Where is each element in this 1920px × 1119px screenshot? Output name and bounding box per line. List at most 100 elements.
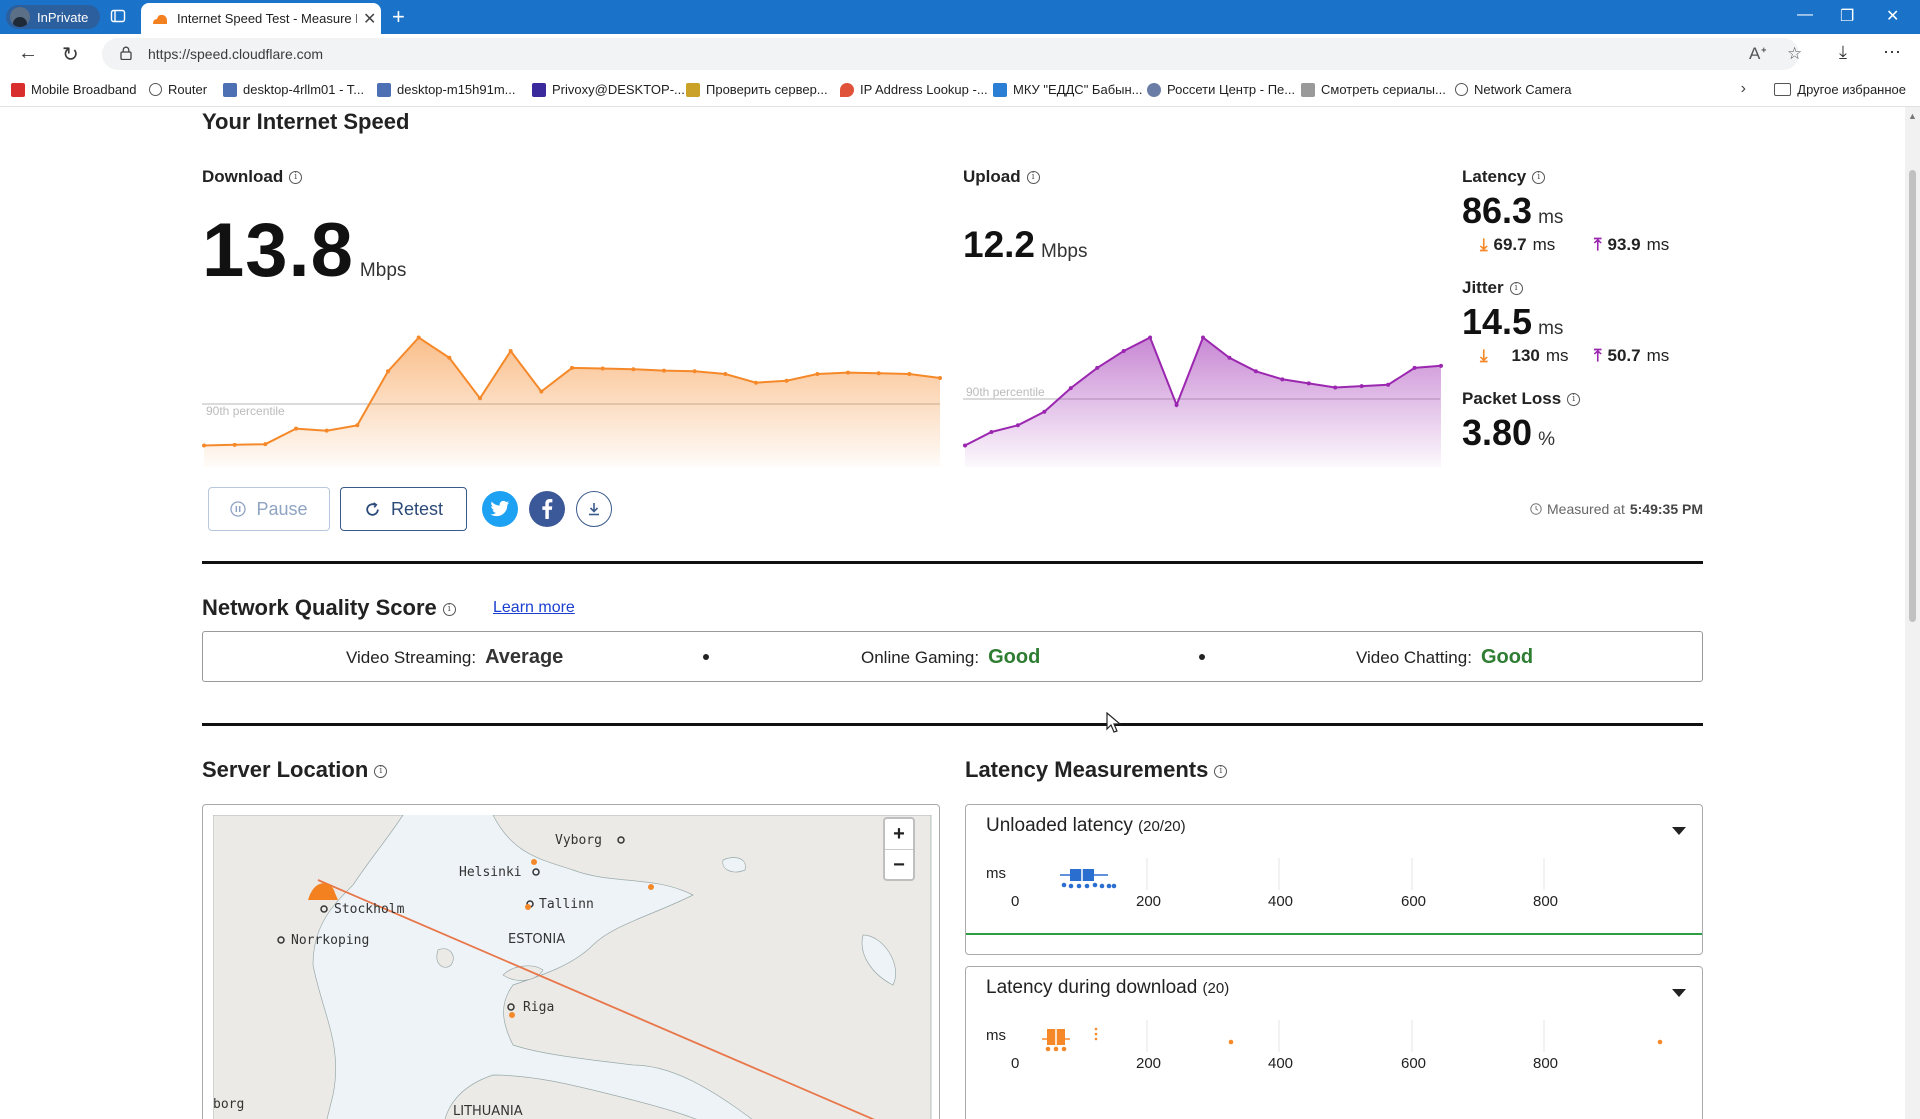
facebook-share-button[interactable] — [529, 491, 565, 527]
scroll-up-icon[interactable]: ▲ — [1908, 111, 1917, 121]
close-window-icon[interactable]: ✕ — [1886, 8, 1900, 25]
server-location-heading: Server Location i — [202, 757, 388, 783]
bookmark-item[interactable]: desktop-m15h91m... — [377, 82, 516, 97]
page-scrollbar[interactable]: ▲ — [1905, 107, 1920, 1119]
info-icon[interactable]: i — [1532, 171, 1546, 185]
page-icon — [223, 82, 237, 97]
latency-upload: ⤒ 93.9 ms — [1594, 235, 1670, 254]
bookmark-item[interactable]: desktop-4rllm01 - T... — [223, 82, 364, 97]
chart-point — [907, 371, 912, 376]
chart-point — [876, 371, 881, 376]
page-icon — [377, 82, 391, 97]
scrollbar-thumb[interactable] — [1909, 170, 1916, 622]
speedtest-page: Your Internet Speed Download i 13.8 Mbps 9… — [0, 107, 1905, 1119]
back-icon[interactable]: ← — [18, 42, 38, 64]
bookmark-item[interactable]: IP Address Lookup -... — [840, 82, 988, 97]
bookmark-item[interactable]: МКУ "ЕДДС" Бабын... — [993, 82, 1143, 97]
new-tab-icon[interactable]: + — [392, 4, 405, 29]
other-favorites[interactable]: Другое избранное — [1774, 82, 1906, 97]
bookmark-item[interactable]: Смотреть сериалы... — [1301, 82, 1446, 97]
bookmarks-overflow-icon[interactable]: › — [1740, 80, 1746, 97]
download-arrow-icon: ⤓ — [1480, 235, 1488, 254]
chart-point — [1042, 409, 1047, 414]
zoom-in-button[interactable]: + — [885, 819, 913, 850]
tick-label: 600 — [1401, 1055, 1427, 1072]
network-quality-heading: Network Quality Score i — [202, 595, 456, 621]
info-icon[interactable]: i — [442, 602, 456, 616]
downloads-icon[interactable]: ⤓ — [1839, 42, 1847, 62]
chart-point — [1280, 377, 1285, 382]
latency-value: 86.3 ms — [1462, 190, 1564, 231]
chart-point — [784, 378, 789, 383]
section-divider — [202, 723, 1703, 726]
privoxy-icon — [532, 82, 546, 97]
cloudflare-favicon-icon — [153, 14, 167, 24]
bookmarks-bar: Mobile Broadband Router desktop-4rllm01 … — [0, 74, 1920, 107]
info-icon[interactable]: i — [1509, 282, 1523, 296]
chart-point — [1412, 365, 1417, 370]
chart-area — [965, 337, 1441, 467]
bookmark-item[interactable]: Privoxy@DESKTOP-... — [532, 82, 685, 97]
chart-point — [1227, 355, 1232, 360]
inprivate-badge[interactable]: InPrivate — [6, 5, 101, 29]
bookmark-item[interactable]: Router — [149, 82, 207, 97]
folder-icon — [686, 82, 700, 97]
upload-arrow-icon: ⤒ — [1594, 235, 1602, 254]
more-menu-icon[interactable]: ⋯ — [1883, 42, 1901, 62]
download-label: Download i — [202, 167, 303, 187]
download-icon — [589, 503, 599, 516]
info-icon[interactable]: i — [1026, 171, 1040, 185]
chart-point — [662, 368, 666, 373]
vk-icon — [993, 82, 1007, 97]
chevron-down-icon[interactable] — [1672, 989, 1686, 997]
download-results-button[interactable] — [576, 491, 612, 527]
chart-point — [232, 442, 237, 447]
info-icon[interactable]: i — [289, 171, 303, 185]
map-canvas[interactable]: Vyborg Helsinki Stockholm Tallinn ESTONI… — [213, 815, 940, 1119]
tick-label: 0 — [1011, 893, 1020, 910]
mouse-cursor-icon — [1106, 712, 1122, 733]
bookmark-item[interactable]: Россети Центр - Пе... — [1147, 82, 1295, 97]
unloaded-latency-panel: Unloaded latency (20/20) ms 0 200 400 60… — [965, 804, 1703, 955]
restore-icon[interactable]: ❐ — [1840, 8, 1855, 25]
twitter-share-button[interactable] — [482, 491, 518, 527]
pause-button[interactable]: Pause — [208, 487, 330, 531]
bookmark-item[interactable]: Проверить сервер... — [686, 82, 828, 97]
online-gaming-score: Online Gaming: Good — [861, 646, 1041, 668]
huawei-icon — [11, 82, 25, 97]
refresh-icon[interactable]: ↻ — [62, 44, 79, 66]
chevron-down-icon[interactable] — [1672, 827, 1686, 835]
chart-point — [508, 349, 513, 353]
zoom-out-button[interactable]: − — [893, 854, 905, 876]
tick-label: 400 — [1268, 893, 1294, 910]
chart-point — [1386, 382, 1391, 387]
bookmark-item[interactable]: Network Camera — [1455, 82, 1572, 97]
separator-dot — [1199, 654, 1205, 660]
close-tab-icon[interactable]: ✕ — [363, 10, 377, 28]
folder-icon — [1774, 83, 1792, 96]
retest-button[interactable]: Retest — [340, 487, 467, 531]
clock-icon — [1530, 503, 1542, 515]
bookmark-item[interactable]: Mobile Broadband — [11, 82, 137, 97]
active-tab[interactable]: Internet Speed Test - Measure Ne ✕ — [141, 3, 381, 34]
address-bar[interactable]: https://speed.cloudflare.com Aᐩ ☆ — [102, 38, 1803, 70]
jitter-download: ⤓ 130 ms — [1480, 346, 1569, 365]
upload-chart: 90th percentile — [963, 335, 1443, 467]
chart-point — [1148, 335, 1153, 340]
download-latency-title: Latency during download (20) — [986, 977, 1230, 998]
server-map[interactable]: Vyborg Helsinki Stockholm Tallinn ESTONI… — [202, 804, 940, 1119]
read-aloud-icon[interactable]: Aᐩ — [1749, 44, 1767, 63]
pause-icon — [230, 501, 247, 517]
minimize-icon[interactable]: — — [1797, 6, 1813, 23]
learn-more-link[interactable]: Learn more — [493, 599, 575, 616]
rosseti-icon — [1147, 82, 1161, 97]
favorite-star-icon[interactable]: ☆ — [1787, 44, 1803, 63]
percentile-label: 90th percentile — [206, 404, 285, 418]
info-icon[interactable]: i — [374, 764, 388, 778]
tab-actions-icon[interactable] — [110, 8, 126, 24]
video-chatting-score: Video Chatting: Good — [1356, 646, 1534, 668]
info-icon[interactable]: i — [1567, 393, 1581, 407]
jitter-label: Jitter i — [1462, 278, 1523, 298]
info-icon[interactable]: i — [1214, 764, 1228, 778]
measured-at: Measured at 5:49:35 PM — [1530, 501, 1703, 517]
